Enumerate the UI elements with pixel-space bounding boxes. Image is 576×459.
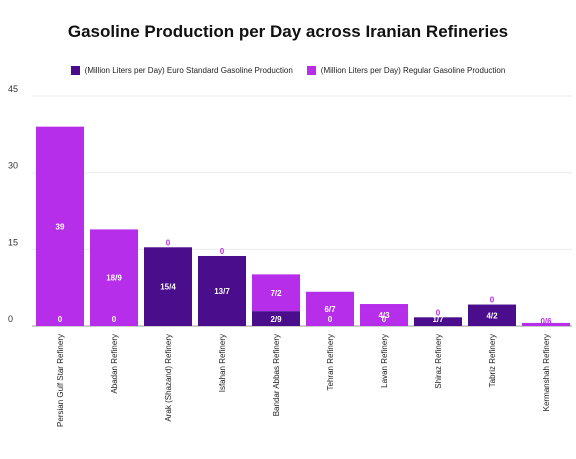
bar-euro-3 <box>198 255 246 326</box>
data-label-regular-8: 0 <box>490 296 495 305</box>
legend-item-euro[interactable]: (Million Liters per Day) Euro Standard G… <box>70 66 293 75</box>
data-label-regular-2: 0 <box>166 238 171 247</box>
bar-euro-8 <box>468 304 516 326</box>
data-label-euro-0: 0 <box>58 315 63 324</box>
data-label-euro-4: 2/9 <box>270 315 282 324</box>
x-tick-label-5: Tehran Refinery <box>326 334 335 390</box>
data-label-regular-7: 0 <box>436 308 441 317</box>
bar-regular-4 <box>252 274 300 312</box>
data-label-euro-2: 15/4 <box>160 283 176 292</box>
legend-swatch-regular <box>306 66 316 75</box>
bar-regular-1 <box>90 229 138 326</box>
x-tick-label-7: Shiraz Refinery <box>434 334 443 389</box>
x-tick-label-3: Isfahan Refinery <box>218 334 227 392</box>
data-label-regular-0: 39 <box>56 222 65 231</box>
x-tick-label-4: Bandar Abbas Refinery <box>272 334 281 416</box>
legend-label-regular: (Million Liters per Day) Regular Gasolin… <box>320 66 506 75</box>
bar-regular-6 <box>360 304 408 326</box>
data-label-regular-5: 6/7 <box>324 305 336 314</box>
x-tick-label-2: Arak (Shazand) Refinery <box>164 334 173 422</box>
data-label-euro-7: 1/7 <box>432 315 444 324</box>
data-label-euro-3: 13/7 <box>214 287 230 296</box>
data-label-regular-4: 7/2 <box>270 289 282 298</box>
legend-item-regular[interactable]: (Million Liters per Day) Regular Gasolin… <box>306 66 506 75</box>
x-tick-label-0: Persian Gulf Star Refinery <box>56 334 65 427</box>
bar-euro-2 <box>144 247 192 326</box>
y-tick-label-0: 0 <box>8 314 13 324</box>
data-label-euro-1: 0 <box>112 315 117 324</box>
bar-regular-0 <box>36 126 84 327</box>
x-tick-label-9: Kermanshah Refinery <box>542 334 551 411</box>
y-tick-label-30: 30 <box>8 161 18 171</box>
data-label-regular-9: 0/6 <box>540 317 552 326</box>
bar-euro-4 <box>252 311 300 326</box>
data-label-euro-9: 0 <box>544 315 549 324</box>
data-label-regular-3: 0 <box>220 247 225 256</box>
legend-label-euro: (Million Liters per Day) Euro Standard G… <box>84 66 293 75</box>
y-tick-label-45: 45 <box>8 84 18 94</box>
x-tick-label-6: Lavan Refinery <box>380 334 389 388</box>
data-label-regular-6: 4/3 <box>378 311 390 320</box>
data-label-regular-1: 18/9 <box>106 274 122 283</box>
bar-regular-9 <box>522 322 570 326</box>
data-label-euro-5: 0 <box>328 315 333 324</box>
legend-swatch-euro <box>70 66 80 75</box>
chart-title: Gasoline Production per Day across Irani… <box>67 22 509 41</box>
data-label-euro-8: 4/2 <box>486 311 498 320</box>
x-tick-label-1: Abadan Refinery <box>110 334 119 394</box>
bar-euro-7 <box>414 317 462 326</box>
x-tick-label-8: Tabriz Refinery <box>488 334 497 387</box>
bar-regular-5 <box>306 291 354 326</box>
legend: (Million Liters per Day) Euro Standard G… <box>0 66 576 75</box>
data-label-euro-6: 0 <box>382 315 387 324</box>
y-tick-label-15: 15 <box>8 237 18 247</box>
